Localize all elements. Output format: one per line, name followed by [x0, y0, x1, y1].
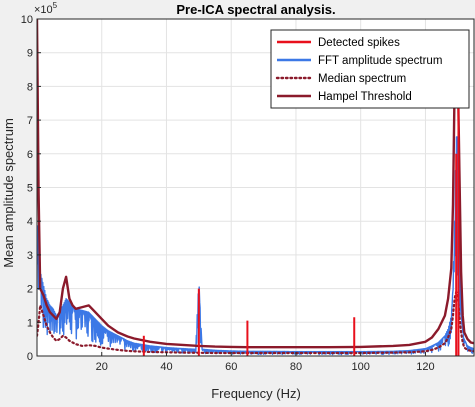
y-tick-label: 9 [27, 48, 33, 60]
chart-title: Pre-ICA spectral analysis. [176, 2, 335, 17]
y-tick-label: 0 [27, 351, 33, 363]
y-tick-label: 5 [27, 183, 33, 195]
x-tick-label: 120 [416, 361, 434, 373]
y-exponent-power: 5 [53, 1, 58, 10]
x-tick-label: 80 [290, 361, 302, 373]
y-tick-label: 8 [27, 81, 33, 93]
y-exponent-base: ×10 [34, 4, 53, 16]
y-tick-label: 3 [27, 250, 33, 262]
legend-label: Hampel Threshold [318, 91, 412, 103]
x-tick-label: 20 [96, 361, 108, 373]
y-tick-label: 1 [27, 317, 33, 329]
y-tick-label: 2 [27, 284, 33, 296]
y-tick-label: 7 [27, 115, 33, 127]
legend: Detected spikes FFT amplitude spectrum Med… [271, 30, 469, 108]
legend-label: Median spectrum [318, 73, 406, 85]
x-tick-label: 100 [352, 361, 370, 373]
y-tick-label: 4 [27, 216, 33, 228]
y-tick-label: 6 [27, 149, 33, 161]
legend-label: FFT amplitude spectrum [318, 55, 442, 67]
y-axis-label: Mean amplitude spectrum [1, 118, 16, 268]
x-tick-label: 60 [225, 361, 237, 373]
x-tick-label: 40 [160, 361, 172, 373]
y-tick-label: 10 [21, 14, 33, 26]
x-axis-label: Frequency (Hz) [211, 386, 301, 401]
legend-label: Detected spikes [318, 37, 400, 49]
